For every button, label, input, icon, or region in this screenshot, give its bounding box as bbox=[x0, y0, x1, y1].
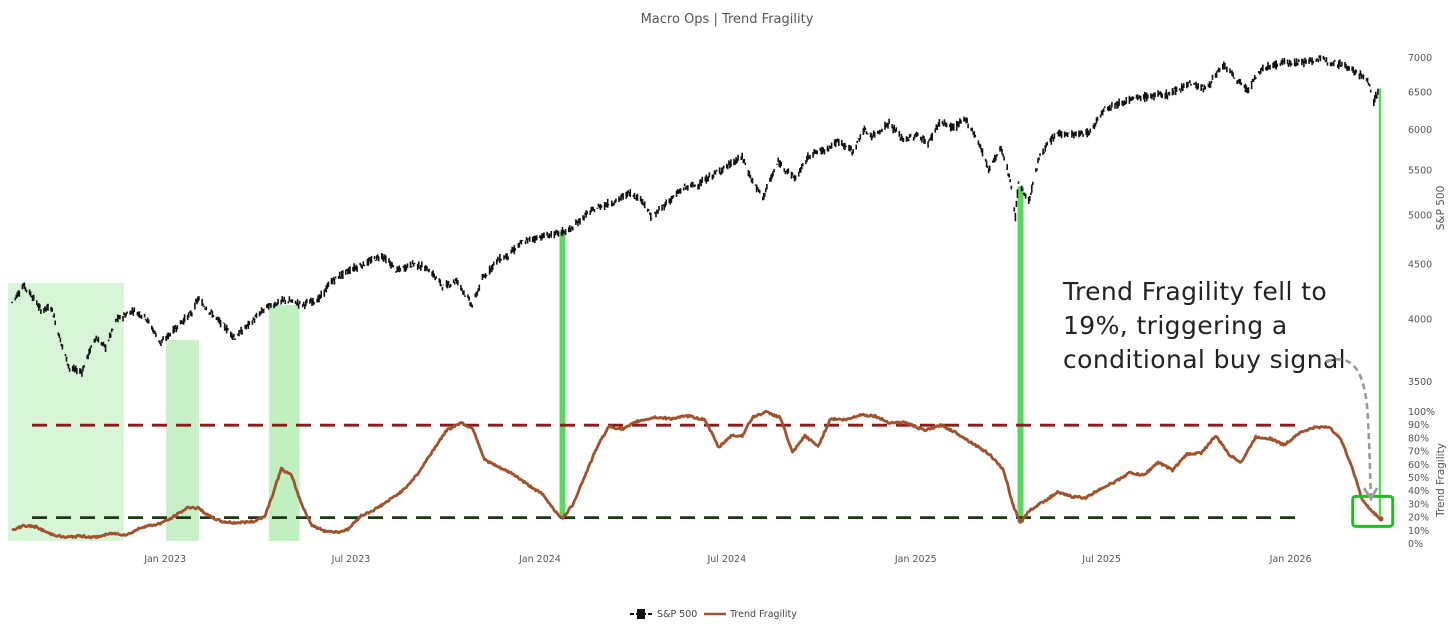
y-tick-label-sp500: 5000 bbox=[1408, 210, 1432, 221]
y-tick-label-sp500: 6500 bbox=[1408, 88, 1432, 99]
annotation-line: conditional buy signal bbox=[1063, 345, 1346, 374]
signal-bar bbox=[559, 231, 566, 519]
y-tick-label-trend-fragility: 50% bbox=[1408, 473, 1429, 484]
sp500-series bbox=[11, 55, 1379, 377]
signal-bar bbox=[1378, 88, 1382, 519]
shaded-regions bbox=[8, 283, 300, 541]
x-tick-label: Jan 2026 bbox=[1269, 554, 1312, 565]
y-tick-label-sp500: 4000 bbox=[1408, 315, 1432, 326]
y-tick-label-sp500: 4500 bbox=[1408, 260, 1432, 271]
trend-fragility-last-point bbox=[1378, 516, 1384, 522]
annotation-arrowhead bbox=[1362, 487, 1379, 502]
shaded-region bbox=[8, 283, 125, 541]
annotation-line: Trend Fragility fell to bbox=[1062, 277, 1327, 306]
signal-bar bbox=[1017, 186, 1024, 523]
legend-swatch-sp500-candle bbox=[637, 609, 645, 619]
x-tick-label: Jan 2023 bbox=[143, 554, 186, 565]
x-tick-label: Jan 2024 bbox=[518, 554, 561, 565]
x-tick-label: Jul 2025 bbox=[1081, 554, 1121, 565]
y-tick-label-trend-fragility: 90% bbox=[1408, 420, 1429, 431]
y-tick-label-trend-fragility: 0% bbox=[1408, 539, 1423, 550]
shaded-region bbox=[268, 305, 300, 541]
annotation: Trend Fragility fell to 19%, triggering a… bbox=[1062, 277, 1379, 502]
x-tick-label: Jul 2024 bbox=[706, 554, 746, 565]
legend-label-trend-fragility: Trend Fragility bbox=[729, 609, 797, 620]
y-tick-label-sp500: 7000 bbox=[1408, 53, 1432, 64]
y-tick-label-trend-fragility: 70% bbox=[1408, 447, 1429, 458]
y-tick-label-trend-fragility: 100% bbox=[1408, 407, 1435, 418]
legend: S&P 500 Trend Fragility bbox=[630, 609, 797, 620]
legend-label-sp500: S&P 500 bbox=[657, 609, 697, 620]
y-axis-title-trend-fragility: Trend Fragility bbox=[1435, 443, 1447, 518]
trend-fragility-series bbox=[11, 409, 1384, 540]
y-tick-label-trend-fragility: 40% bbox=[1408, 486, 1429, 497]
y-tick-label-sp500: 3500 bbox=[1408, 377, 1432, 388]
x-tick-label: Jan 2025 bbox=[894, 554, 937, 565]
y-tick-label-trend-fragility: 30% bbox=[1408, 499, 1429, 510]
x-axis: Jan 2023 Jul 2023 Jan 2024 Jul 2024 Jan 2025… bbox=[143, 554, 1311, 565]
y-axis-trend-fragility: 0% 10% 20% 30% 40% 50% 60% 70% 80% 90% 100% Trend F… bbox=[1408, 407, 1447, 550]
x-tick-label: Jul 2023 bbox=[331, 554, 371, 565]
y-axis-title-sp500: S&P 500 bbox=[1435, 186, 1447, 231]
reference-lines bbox=[32, 423, 1300, 519]
y-tick-label-trend-fragility: 20% bbox=[1408, 513, 1429, 524]
y-tick-label-trend-fragility: 10% bbox=[1408, 526, 1429, 537]
y-tick-label-trend-fragility: 60% bbox=[1408, 460, 1429, 471]
y-tick-label-sp500: 5500 bbox=[1408, 166, 1432, 177]
sp500-candles bbox=[11, 55, 1379, 377]
y-tick-label-sp500: 6000 bbox=[1408, 125, 1432, 136]
chart-title: Macro Ops | Trend Fragility bbox=[641, 12, 814, 27]
signal-bars bbox=[559, 88, 1382, 523]
y-tick-label-trend-fragility: 80% bbox=[1408, 433, 1429, 444]
annotation-line: 19%, triggering a bbox=[1063, 311, 1288, 340]
y-axis-sp500: 3500 4000 4500 5000 5500 6000 6500 7000 S&P 500 bbox=[1408, 53, 1447, 388]
annotation-arrow bbox=[1325, 358, 1373, 497]
trend-fragility-line bbox=[11, 409, 1382, 540]
